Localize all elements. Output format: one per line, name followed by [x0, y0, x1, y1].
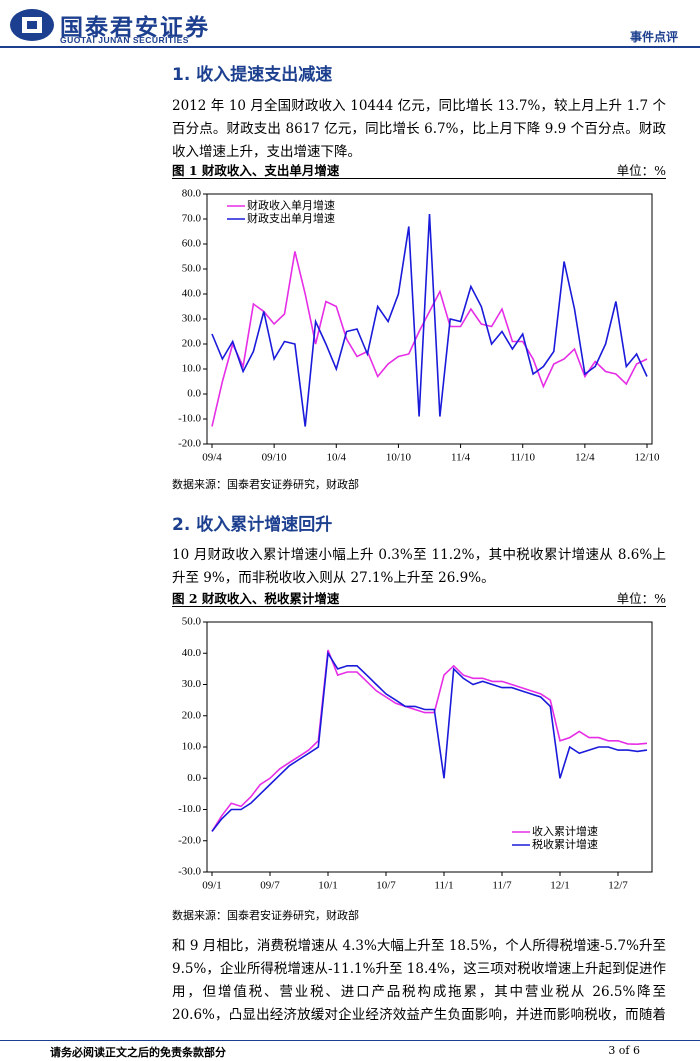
- series-line: [211, 251, 648, 427]
- x-tick-label: 12/10: [634, 452, 660, 464]
- y-tick-label: 10.0: [182, 363, 202, 375]
- y-tick-label: 30.0: [182, 678, 202, 690]
- x-tick-label: 11/10: [510, 452, 535, 464]
- unit-text: 单位：%: [616, 163, 666, 178]
- y-tick-label: 50.0: [182, 263, 202, 275]
- company-cn: 国泰君安证券: [60, 15, 210, 41]
- x-tick-label: 11/7: [492, 880, 512, 892]
- series-line: [211, 649, 648, 832]
- y-tick-label: 40.0: [182, 647, 202, 659]
- paragraph: 10 月财政收入累计增速小幅上升 0.3%至 11.2%，其中税收累计增速从 8…: [172, 547, 666, 586]
- x-tick-label: 09/7: [260, 880, 280, 892]
- y-tick-label: -10.0: [178, 803, 201, 815]
- legend-label: 财政收入单月增速: [247, 198, 335, 212]
- paragraph: 2012 年 10 月全国财政收入 10444 亿元，同比增长 13.7%，较上…: [172, 98, 666, 160]
- y-tick-label: 40.0: [182, 288, 202, 300]
- y-tick-label: 50.0: [182, 616, 202, 628]
- series-line: [211, 650, 648, 832]
- x-tick-label: 12/4: [575, 452, 595, 464]
- y-tick-label: 60.0: [182, 238, 202, 250]
- header-rule: [0, 46, 700, 48]
- x-tick-label: 09/1: [202, 880, 222, 892]
- legend-label: 税收累计增速: [532, 837, 598, 851]
- x-tick-label: 10/4: [327, 452, 347, 464]
- x-tick-label: 10/1: [318, 880, 338, 892]
- x-tick-label: 10/7: [376, 880, 396, 892]
- caption-text: 图 1 财政收入、支出单月增速: [172, 163, 340, 178]
- page-number: 3 of 6: [608, 1044, 640, 1057]
- y-tick-label: 30.0: [182, 313, 202, 325]
- chart: -20.0 -10.0 0.0 10.0 20.0 30.0 40.0 50.0 60.0 70.…: [178, 188, 660, 464]
- y-tick-label: 80.0: [182, 188, 202, 200]
- section-title: 2. 收入累计增速回升: [172, 515, 333, 535]
- legend-label: 财政支出单月增速: [247, 211, 335, 225]
- y-tick-label: 10.0: [182, 741, 202, 753]
- section-title: 1. 收入提速支出减速: [172, 65, 333, 85]
- source: 数据来源：国泰君安证券研究，财政部: [172, 909, 359, 922]
- y-tick-label: 20.0: [182, 709, 202, 721]
- footer-rule: [0, 1040, 700, 1041]
- unit-text: 单位：%: [616, 591, 666, 606]
- x-tick-label: 12/1: [550, 880, 570, 892]
- report-type: 事件点评: [629, 30, 678, 44]
- caption-text: 图 2 财政收入、税收累计增速: [172, 591, 340, 606]
- x-tick-label: 09/10: [262, 452, 288, 464]
- y-tick-label: -30.0: [178, 866, 201, 878]
- figure-caption: 图 1 财政收入、支出单月增速 单位：%: [172, 158, 666, 179]
- x-tick-label: 11/1: [434, 880, 453, 892]
- disclaimer: 请务必阅读正文之后的免责条款部分: [50, 1046, 226, 1059]
- plot-frame: [206, 193, 653, 445]
- x-tick-label: 12/7: [608, 880, 628, 892]
- paragraph: 和 9 月相比，消费税增速从 4.3%大幅上升至 18.5%，个人所得税增速-5…: [172, 938, 666, 1023]
- y-tick-label: 20.0: [182, 338, 202, 350]
- source: 数据来源：国泰君安证券研究，财政部: [172, 478, 359, 491]
- x-tick-label: 09/4: [202, 452, 222, 464]
- x-tick-label: 11/4: [451, 452, 471, 464]
- y-tick-label: -10.0: [178, 413, 201, 425]
- series-line: [211, 213, 648, 427]
- company-en: GUOTAI JUNAN SECURITIES: [60, 35, 189, 45]
- y-tick-label: 70.0: [182, 213, 202, 225]
- chart: -30.0 -20.0 -10.0 0.0 10.0 20.0 30.0 40.0 50.0 09…: [178, 616, 653, 892]
- y-tick-label: 0.0: [187, 772, 201, 784]
- y-tick-label: -20.0: [178, 834, 201, 846]
- x-tick-label: 10/10: [386, 452, 412, 464]
- y-tick-label: -20.0: [178, 438, 201, 450]
- figure-caption: 图 2 财政收入、税收累计增速 单位：%: [172, 586, 666, 607]
- legend-label: 收入累计增速: [532, 824, 598, 838]
- y-tick-label: 0.0: [187, 388, 201, 400]
- logo-icon: [10, 9, 54, 41]
